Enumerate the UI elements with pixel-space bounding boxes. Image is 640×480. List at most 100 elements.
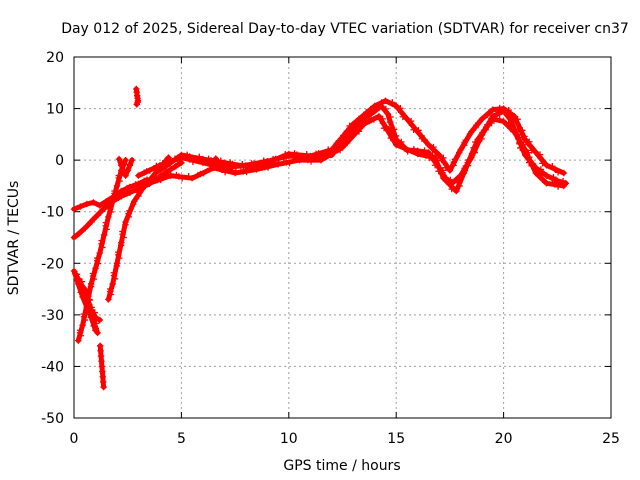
data-point [554,169,562,176]
data-point [393,102,400,110]
data-point [115,155,123,163]
data-point [304,156,311,164]
y-tick-label: -50 [41,411,64,427]
data-point [250,161,258,168]
data-point [403,115,411,123]
data-point [357,114,365,121]
data-point [94,260,102,267]
series-loop-around-1h [71,270,103,324]
data-point [505,106,512,114]
data-point [103,226,110,233]
data-series [70,85,570,391]
data-point [90,275,97,283]
y-tick-label: 20 [46,50,64,66]
data-point [375,113,383,120]
data-point [75,337,82,344]
data-point [178,175,186,182]
data-point [430,143,437,151]
data-point [178,151,185,159]
data-point [350,120,357,128]
data-point [485,121,492,128]
data-point [340,132,347,139]
data-point [136,189,143,196]
data-point [186,153,193,160]
data-point [146,167,154,174]
data-point [440,159,448,166]
data-point [83,222,91,230]
data-point [507,110,514,117]
data-point [94,329,101,337]
data-point [317,156,325,164]
data-point [216,162,224,169]
data-point [126,183,134,191]
data-point [293,151,301,158]
data-point [465,156,472,164]
data-point [114,248,122,256]
data-point [86,302,93,309]
data-point [242,163,250,170]
y-axis-label: SDTVAR / TECUs [6,181,22,296]
data-point [135,172,142,179]
data-point [130,198,138,205]
data-point [139,185,146,192]
data-point [537,166,545,173]
data-point [113,260,121,267]
data-point [390,126,398,133]
data-point [92,265,99,272]
data-point [539,160,546,167]
data-point [529,160,537,168]
data-point [347,135,354,142]
data-point [210,164,217,172]
series-cluster-6-7h [199,155,232,174]
data-point [560,182,567,190]
data-point [77,229,84,236]
data-point [560,169,567,177]
data-point [462,137,469,144]
data-point [239,160,246,168]
data-point [496,115,503,123]
data-point [78,278,86,285]
data-point [355,128,363,135]
y-tick-label: -10 [41,205,64,221]
data-point [274,161,282,168]
data-point [175,155,183,162]
data-point [89,270,97,277]
data-point [380,124,388,132]
data-point [96,316,103,324]
data-point [123,190,131,197]
data-point [407,117,415,125]
series-day-lower [145,113,567,195]
data-point [166,160,173,168]
data-point [521,146,529,154]
data-point [260,158,267,166]
data-point [81,316,89,324]
data-point [505,120,512,128]
data-point [116,254,123,262]
data-point [105,213,112,221]
data-point [90,199,97,206]
data-point [174,161,181,168]
data-point [421,136,429,144]
x-tick-label: 0 [70,431,79,447]
data-point [418,135,426,142]
data-point [185,173,192,180]
data-point [118,162,125,169]
data-point [511,113,518,120]
data-point [76,327,84,334]
data-point [229,160,236,168]
data-point [520,141,527,148]
data-point [551,181,558,188]
data-point [197,170,204,178]
data-point [109,198,116,205]
data-point [435,167,442,175]
data-point [378,99,385,106]
data-point [536,151,544,158]
data-point [120,234,127,241]
data-point [221,164,228,172]
data-point [468,128,475,135]
x-tick-label: 5 [177,431,186,447]
data-point [77,203,84,210]
data-point [189,155,197,162]
x-tick-label: 25 [602,431,620,447]
